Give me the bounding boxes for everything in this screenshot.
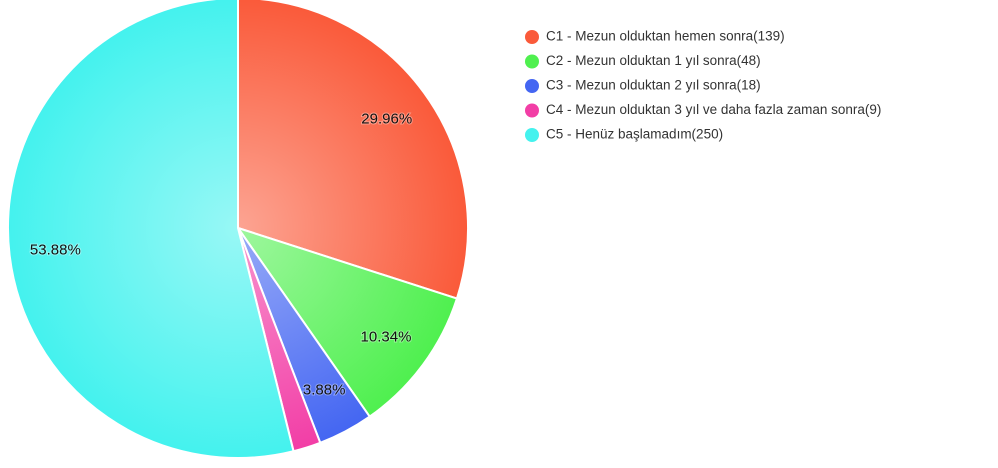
slice-label: 53.88% bbox=[30, 241, 81, 258]
legend-label: C3 - Mezun olduktan 2 yıl sonra(18) bbox=[546, 78, 761, 93]
legend-label: C2 - Mezun olduktan 1 yıl sonra(48) bbox=[546, 53, 761, 68]
legend-label: C5 - Henüz başlamadım(250) bbox=[546, 127, 723, 142]
legend-label: C1 - Mezun olduktan hemen sonra(139) bbox=[546, 29, 785, 44]
legend-swatch bbox=[525, 79, 539, 93]
legend-swatch bbox=[525, 103, 539, 118]
slice-label: 3.88% bbox=[303, 382, 346, 399]
legend-swatch bbox=[525, 128, 539, 142]
legend-swatch bbox=[525, 54, 539, 69]
legend-label: C4 - Mezun olduktan 3 yıl ve daha fazla … bbox=[546, 102, 881, 117]
slice-label: 29.96% bbox=[361, 111, 412, 128]
legend-swatch bbox=[525, 30, 539, 44]
slice-label: 10.34% bbox=[361, 328, 412, 345]
